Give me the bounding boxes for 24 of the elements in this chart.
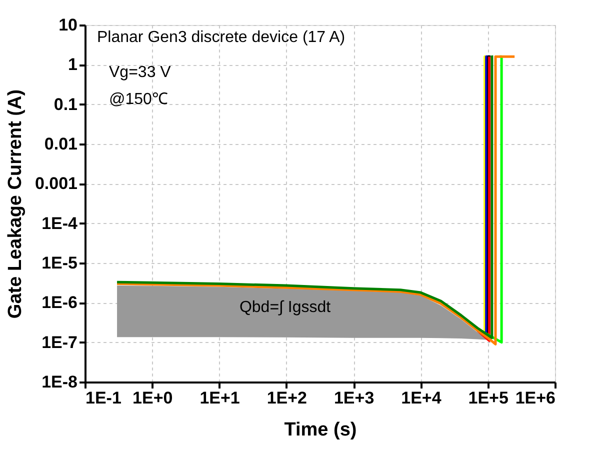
x-tick-label: 1E+5 (468, 388, 508, 408)
x-axis-title: Time (s) (284, 420, 357, 440)
x-tick-label: 1E+1 (200, 388, 240, 408)
y-tick-label: 0.01 (44, 134, 78, 154)
y-tick-label: 1E-6 (42, 293, 78, 312)
y-tick-label: 1 (68, 55, 78, 74)
y-tick-label: 0.1 (54, 94, 78, 114)
y-tick-label: 1E-4 (42, 214, 78, 233)
x-tick-label: 1E+4 (401, 388, 442, 408)
x-tick-label: 1E+2 (266, 388, 308, 408)
x-tick-label: 1E+6 (515, 388, 556, 408)
annotation: Qbd=∫ Igssdt (239, 299, 332, 316)
y-tick-label: 1E-7 (42, 332, 78, 352)
x-tick-label: 1E+3 (334, 388, 374, 408)
annotation: Planar Gen3 discrete device (17 A) (97, 29, 346, 46)
y-axis-title: Gate Leakage Current (A) (4, 89, 26, 319)
x-tick-label: 1E-1 (86, 388, 122, 408)
annotation: Vg=33 V (109, 64, 172, 81)
x-tick-label: 1E+0 (132, 388, 173, 408)
y-tick-label: 0.001 (34, 174, 78, 194)
y-tick-label: 1E-5 (42, 254, 78, 272)
annotation: @150℃ (109, 91, 168, 108)
y-tick-label: 1E-8 (42, 372, 78, 392)
y-tick-label: 10 (58, 16, 78, 34)
